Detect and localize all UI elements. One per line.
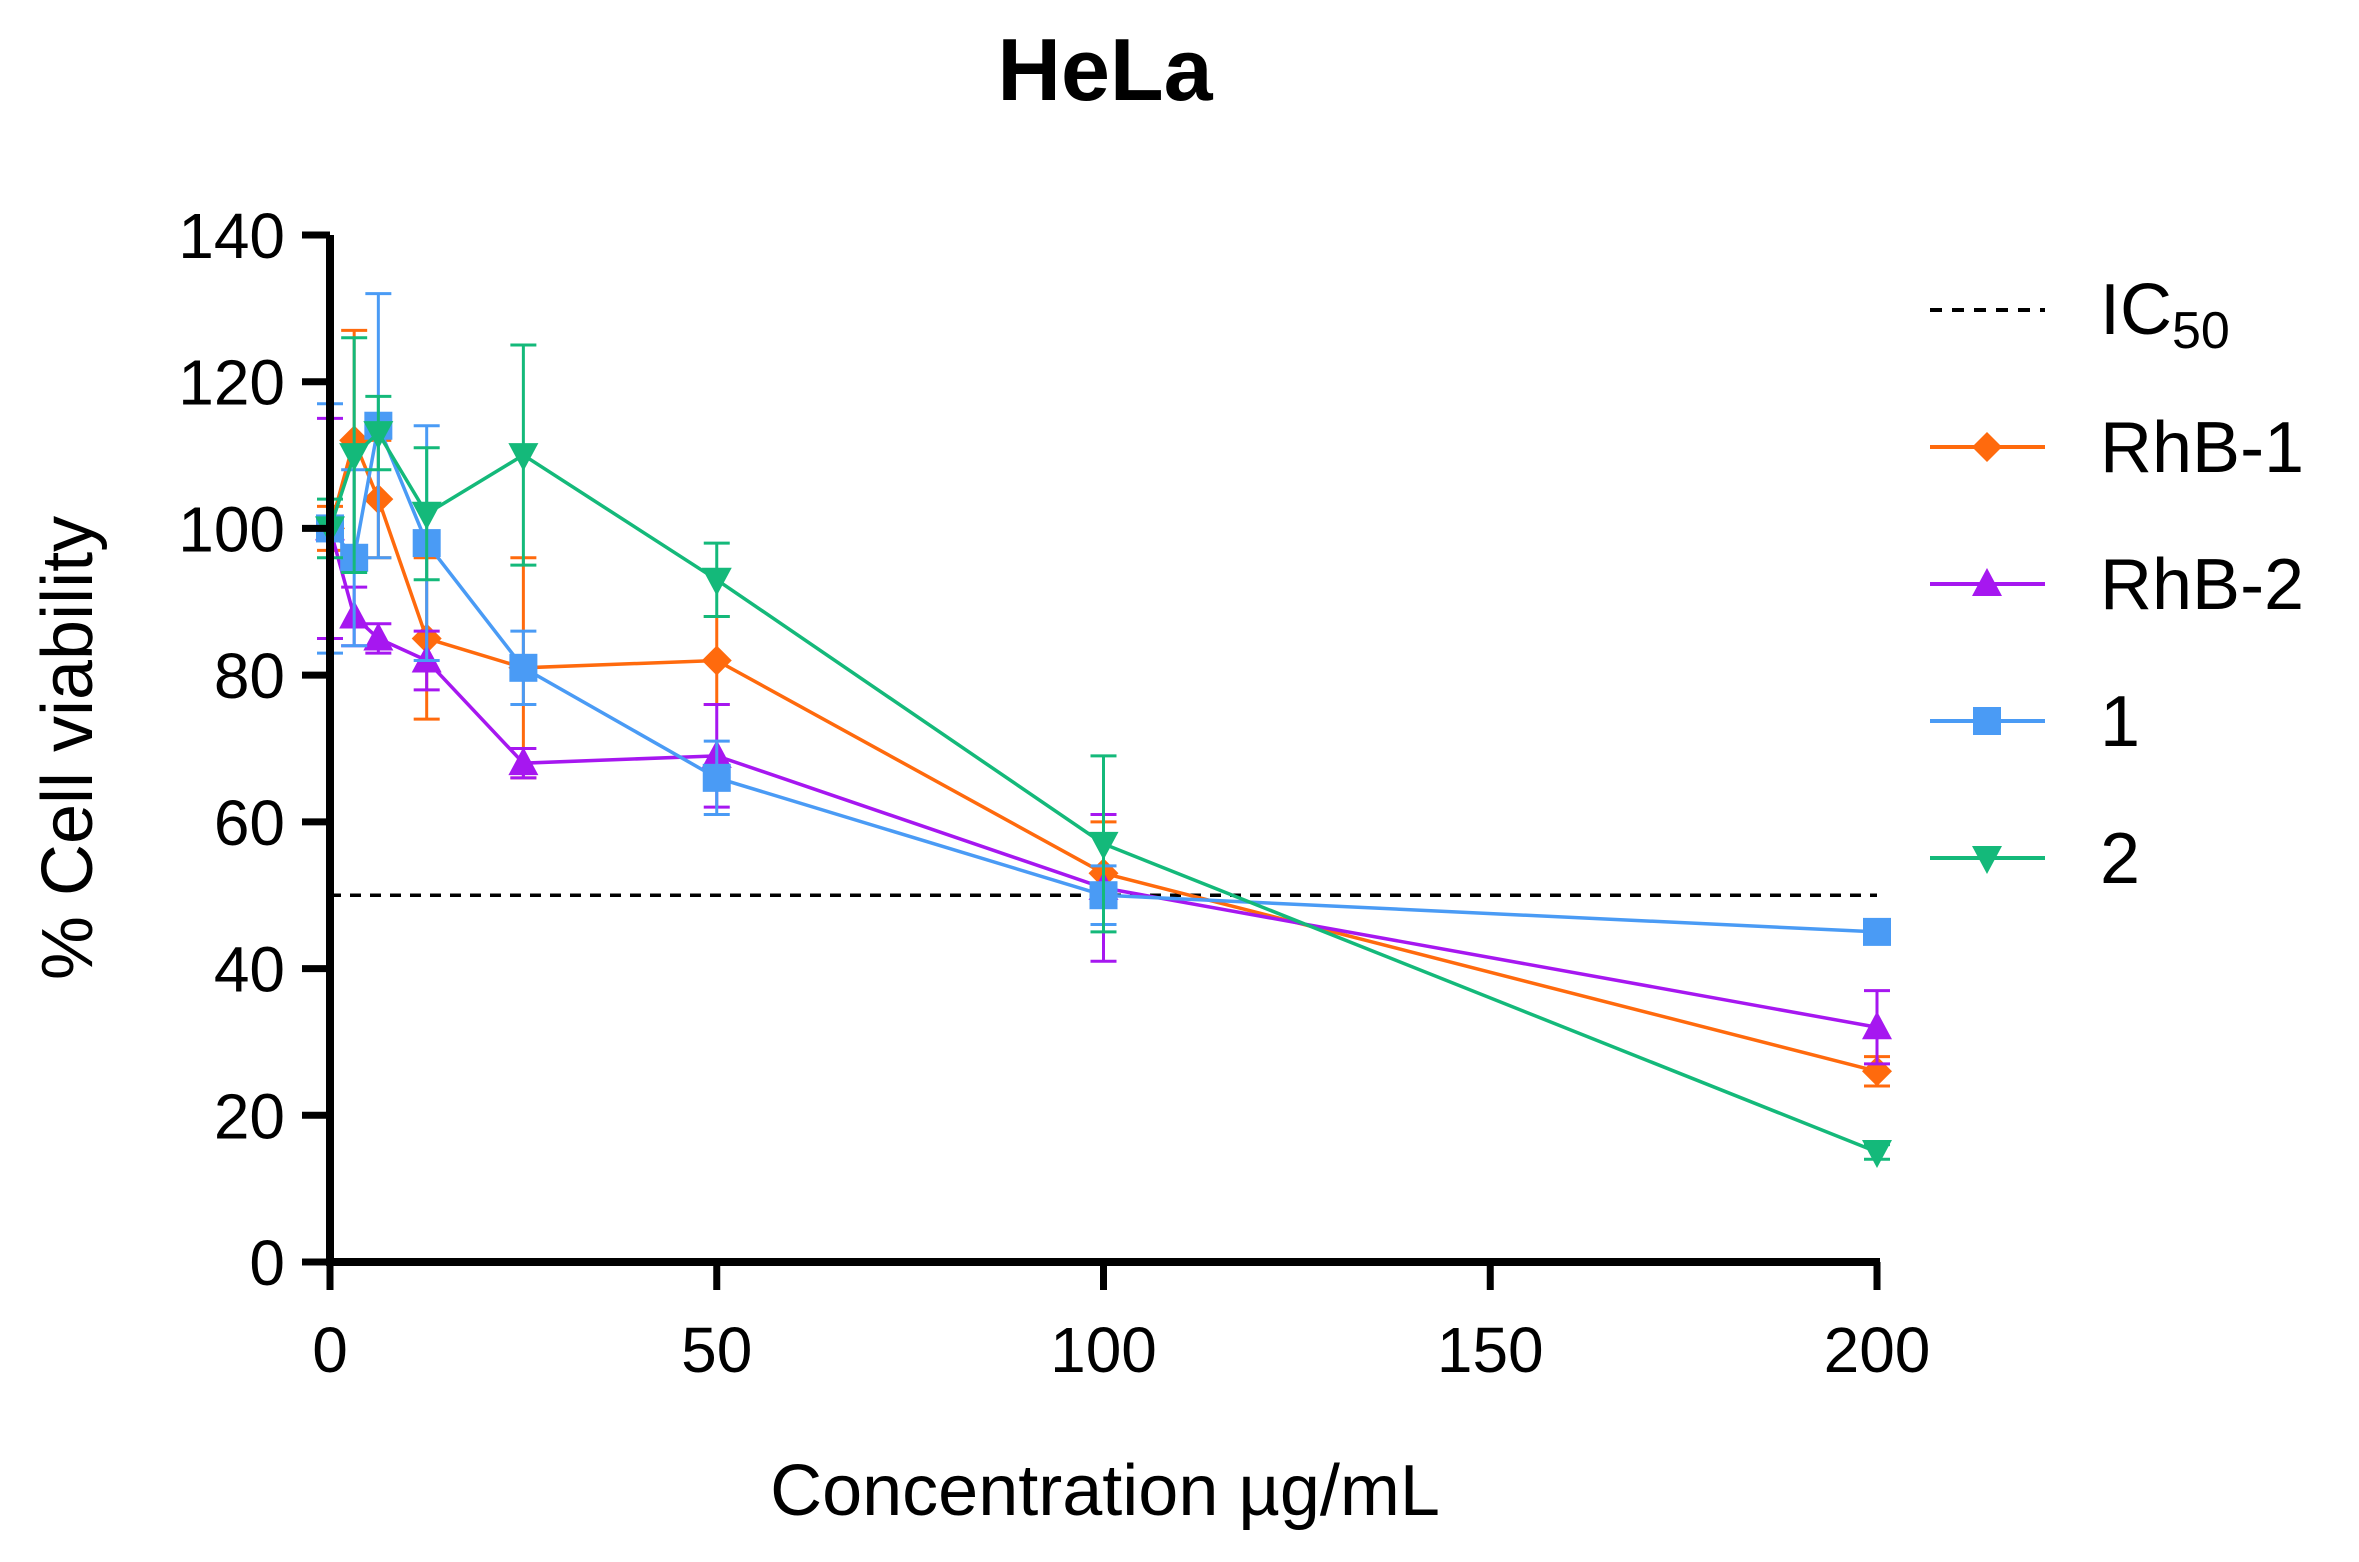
series-1-point: [1863, 917, 1891, 946]
series-1-point: [509, 653, 538, 682]
x-axis-ticks: 0 50 100 150 200: [312, 1262, 1930, 1386]
chart-title: HeLa: [997, 20, 1213, 119]
legend: IC50 RhB-1 RhB-2 1 2: [1930, 270, 2304, 899]
series-2: [315, 336, 1892, 1168]
series-1-point: [702, 763, 731, 792]
series-rhb-1-point: [701, 645, 732, 676]
series-rhb-2-point: [508, 747, 539, 776]
y-axis-ticks: 0 20 40 60 80 100 120 140: [178, 200, 330, 1299]
legend-ic50-label: IC50: [2100, 270, 2230, 360]
legend-rhb-2: RhB-2: [1930, 545, 2304, 625]
y-tick-label-20: 20: [214, 1080, 285, 1152]
y-tick-label-60: 60: [214, 787, 285, 859]
series-2-point: [411, 501, 442, 530]
y-tick-label-140: 140: [178, 200, 285, 272]
legend-2-marker: [1972, 846, 2002, 874]
legend-rhb-2-marker: [1972, 568, 2002, 596]
y-tick-label-120: 120: [178, 347, 285, 419]
series-rhb-1: [315, 328, 1892, 1088]
x-tick-label-200: 200: [1824, 1314, 1931, 1386]
legend-1: 1: [1930, 682, 2140, 762]
series-rhb-2-point: [1862, 1011, 1892, 1040]
legend-2: 2: [1930, 819, 2140, 899]
series-2-point: [508, 443, 539, 472]
y-tick-label-80: 80: [214, 640, 285, 712]
series-1-line: [328, 419, 1878, 934]
series-2-point: [701, 567, 732, 596]
legend-rhb-1-label: RhB-1: [2100, 408, 2304, 488]
legend-1-label: 1: [2100, 682, 2140, 762]
series-2-point: [363, 421, 394, 450]
x-tick-label-0: 0: [312, 1314, 348, 1386]
legend-1-marker: [1973, 707, 2001, 735]
legend-ic50-subscript: 50: [2172, 302, 2230, 360]
legend-rhb-2-label: RhB-2: [2100, 545, 2304, 625]
y-tick-label-100: 100: [178, 493, 285, 565]
y-tick-label-0: 0: [249, 1227, 285, 1299]
legend-2-label: 2: [2100, 819, 2140, 899]
x-axis-label: Concentration µg/mL: [770, 1451, 1440, 1531]
series-rhb-2: [315, 416, 1892, 1066]
y-tick-label-40: 40: [214, 934, 285, 1006]
y-axis-label: % Cell viability: [28, 516, 108, 980]
series-layer: [315, 292, 1892, 1168]
x-tick-label-100: 100: [1050, 1314, 1157, 1386]
legend-rhb-1: RhB-1: [1930, 408, 2304, 488]
series-2-point: [1862, 1139, 1892, 1168]
x-tick-label-150: 150: [1437, 1314, 1544, 1386]
series-2-point: [1088, 831, 1119, 860]
series-2-point: [339, 443, 370, 472]
series-rhb-2-point: [363, 622, 394, 651]
legend-ic50-main: IC: [2100, 270, 2172, 350]
legend-rhb-1-marker: [1972, 432, 2002, 462]
x-tick-label-50: 50: [681, 1314, 752, 1386]
